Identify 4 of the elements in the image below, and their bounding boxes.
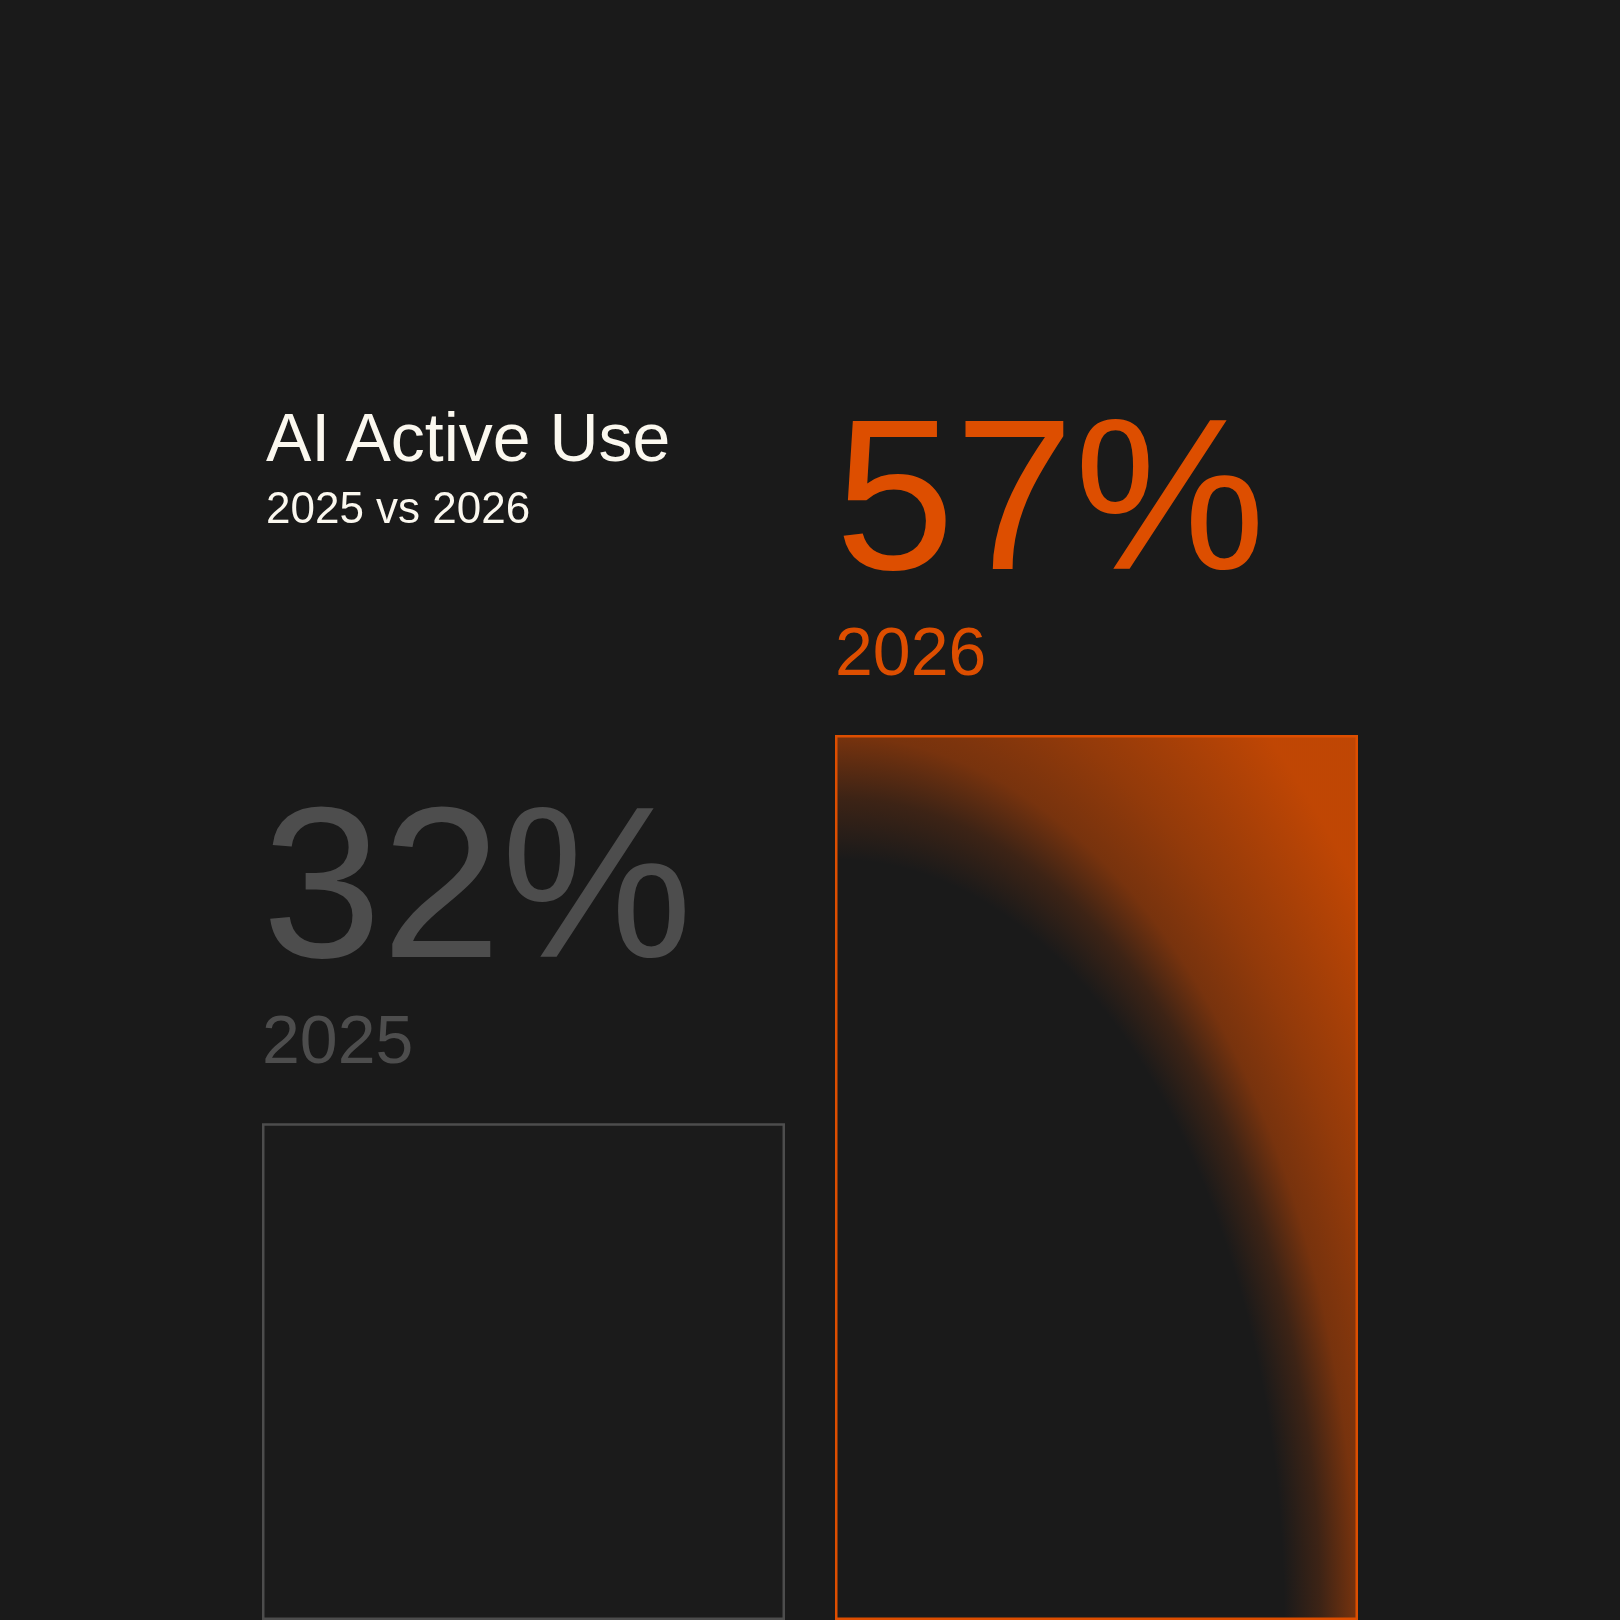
chart-title: AI Active Use — [266, 399, 671, 475]
chart-subtitle: 2025 vs 2026 — [266, 482, 531, 532]
x-tick-label: 2026 — [835, 613, 987, 689]
data-label: 57% — [835, 373, 1266, 615]
